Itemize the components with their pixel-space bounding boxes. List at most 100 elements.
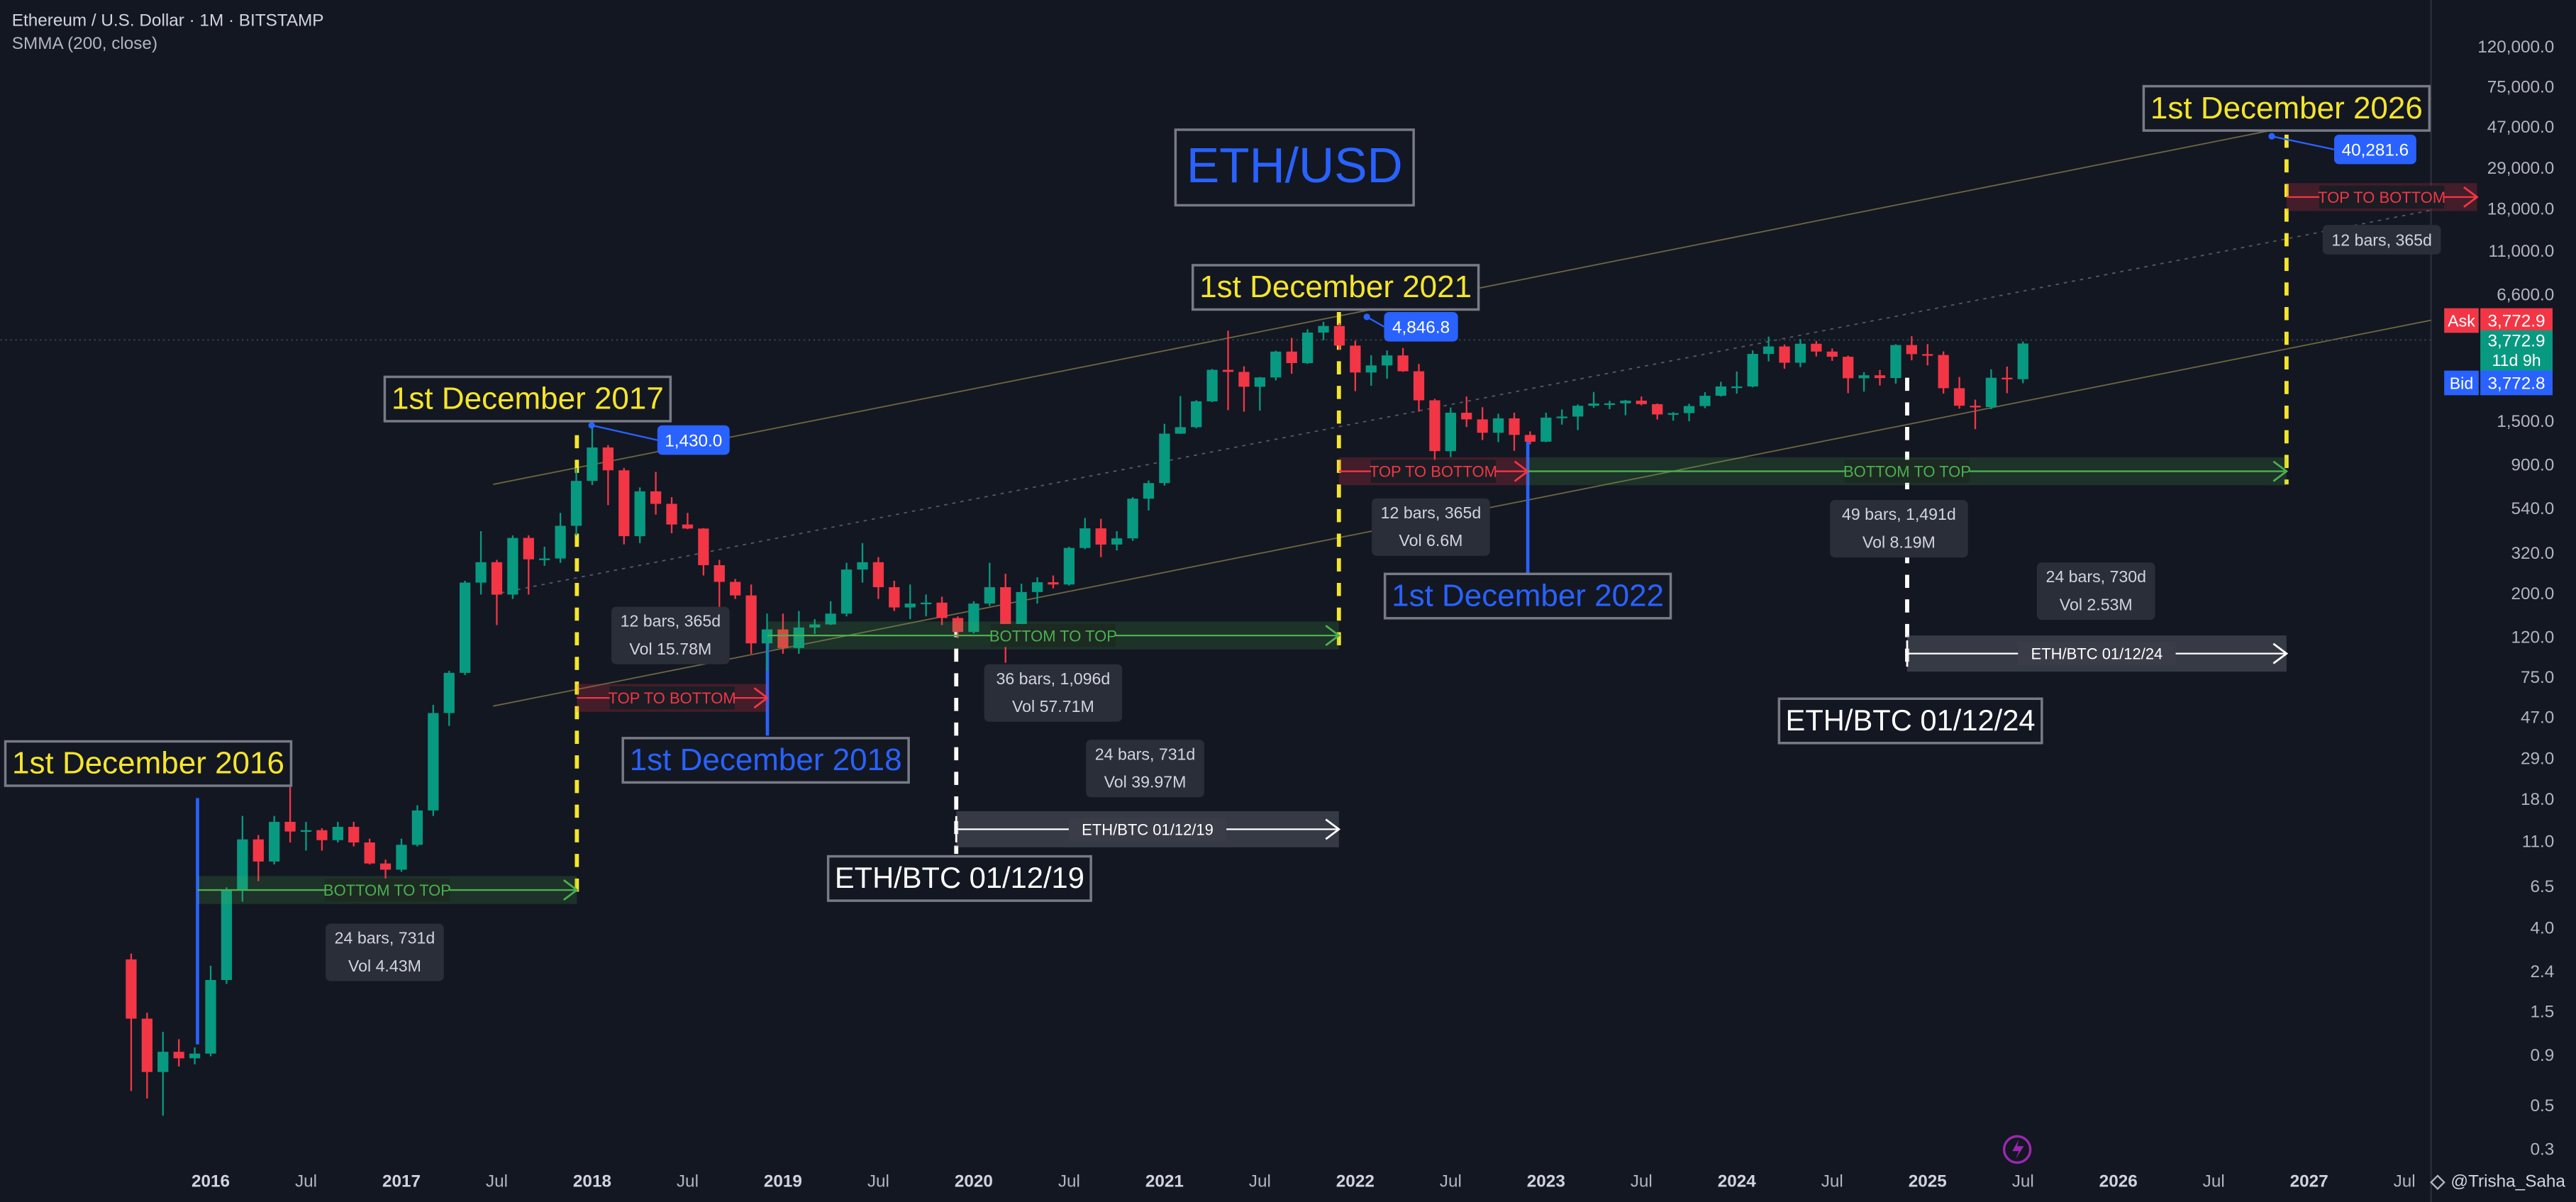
lightning-icon[interactable] — [2002, 1135, 2032, 1164]
candle-body — [793, 627, 804, 648]
y-tick-label: 120,000.0 — [2477, 38, 2554, 57]
candle-body — [1429, 400, 1440, 452]
candle-body — [316, 830, 328, 840]
candle-body — [1843, 357, 1854, 379]
measure-vol: Vol 8.19M — [1862, 533, 1936, 552]
measure-box — [1086, 740, 1204, 798]
x-tick-label: Jul — [1440, 1172, 1462, 1191]
candle-body — [428, 713, 439, 811]
x-tick-label: 2027 — [2290, 1172, 2328, 1191]
price-tag: 40,281.6 — [2342, 140, 2409, 160]
x-tick-label: 2023 — [1527, 1172, 1565, 1191]
candle-body — [1811, 343, 1822, 352]
x-tick-label: Jul — [2203, 1172, 2225, 1191]
measure-bars: 12 bars, 365d — [621, 612, 721, 630]
candle-body — [205, 979, 216, 1054]
bid-tag-box — [2444, 370, 2479, 396]
candle-body — [1063, 547, 1075, 585]
candle-body — [1048, 582, 1059, 585]
candle-body — [634, 491, 645, 537]
candles — [126, 321, 2028, 1116]
candle-body — [411, 810, 423, 845]
candle-body — [475, 562, 487, 583]
y-tick-label: 0.9 — [2531, 1046, 2555, 1065]
indicator-label: SMMA (200, close) — [12, 34, 157, 53]
y-tick-label: 11.0 — [2522, 832, 2555, 851]
x-tick-label: 2022 — [1336, 1172, 1375, 1191]
candle-body — [1636, 400, 1647, 404]
candle-body — [1270, 351, 1282, 378]
measure-bars: 49 bars, 1,491d — [1842, 505, 1956, 523]
candle-body — [1970, 406, 1981, 408]
x-tick-label: Jul — [2012, 1172, 2034, 1191]
measure-vol: Vol 39.97M — [1104, 773, 1187, 791]
candle-body — [1826, 351, 1838, 357]
candle-body — [507, 538, 518, 595]
measure-bars: 36 bars, 1,096d — [996, 669, 1110, 688]
last-price-box — [2480, 330, 2553, 374]
candle-body — [1667, 413, 1679, 415]
candle-body — [284, 821, 296, 832]
candle-body — [396, 845, 407, 870]
candle-body — [1683, 406, 1695, 413]
candle-body — [666, 503, 677, 525]
candle-body — [1922, 354, 1933, 356]
candle-body — [618, 470, 630, 537]
candle-body — [840, 569, 853, 614]
candle-body — [141, 1018, 153, 1072]
price-tag-box — [1384, 311, 1458, 342]
candle-body — [1985, 377, 1997, 408]
measure-box — [984, 664, 1123, 722]
x-tick-label: Jul — [867, 1172, 889, 1191]
range-label: ETH/BTC 01/12/19 — [1082, 820, 1214, 838]
date-label-box — [2142, 84, 2431, 132]
y-tick-label: 900.0 — [2511, 456, 2554, 475]
measure-vol: Vol 15.78M — [629, 640, 711, 658]
annotations: ETH/USD 1st December 2016 1st December 201… — [4, 84, 2479, 981]
ask-price-box — [2480, 308, 2553, 333]
logo-icon — [2430, 1174, 2445, 1191]
range-arrowhead — [562, 879, 579, 901]
channel-mid — [493, 209, 2431, 596]
candle-body — [1445, 412, 1456, 452]
y-tick-label: 320.0 — [2511, 544, 2554, 563]
x-tick-label: Jul — [486, 1172, 508, 1191]
candle-body — [1318, 325, 1329, 333]
date-label: 1st December 2017 — [392, 382, 664, 416]
x-tick-label: Jul — [2394, 1172, 2416, 1191]
measure-bars: 24 bars, 731d — [335, 929, 435, 947]
candle-body — [1301, 332, 1314, 363]
candle-body — [460, 582, 471, 673]
candle-body — [872, 562, 884, 588]
candle-body — [570, 481, 582, 526]
ratio-label-box — [1777, 697, 2043, 745]
candle-body — [1175, 427, 1186, 434]
price-dot — [1363, 313, 1370, 321]
candle-body — [1540, 417, 1552, 442]
candle-body — [300, 830, 312, 832]
x-tick-label: Jul — [1058, 1172, 1080, 1191]
range-label: BOTTOM TO TOP — [323, 881, 451, 899]
candle-body — [1715, 386, 1727, 396]
ratio-label: ETH/BTC 01/12/24 — [1786, 703, 2036, 737]
candle-body — [1874, 375, 1886, 379]
candle-body — [1747, 354, 1758, 386]
measure-box — [326, 923, 444, 981]
measure-vol: Vol 4.43M — [348, 957, 421, 975]
candle-body — [379, 863, 392, 870]
candle-body — [777, 629, 789, 648]
range-label: TOP TO BOTTOM — [2318, 189, 2445, 206]
measure-box — [1372, 498, 1490, 556]
candle-body — [1588, 404, 1599, 406]
y-tick-label: 47.0 — [2521, 708, 2554, 727]
candle-body — [698, 528, 709, 566]
candle-body — [809, 624, 821, 628]
x-tick-label: 2020 — [955, 1172, 993, 1191]
candle-body — [443, 672, 455, 713]
price-tag-box — [657, 425, 730, 455]
y-tick-label: 18.0 — [2521, 790, 2554, 809]
ask-tag-box — [2444, 308, 2479, 333]
candle-body — [1350, 345, 1361, 373]
price-leader — [591, 424, 658, 441]
